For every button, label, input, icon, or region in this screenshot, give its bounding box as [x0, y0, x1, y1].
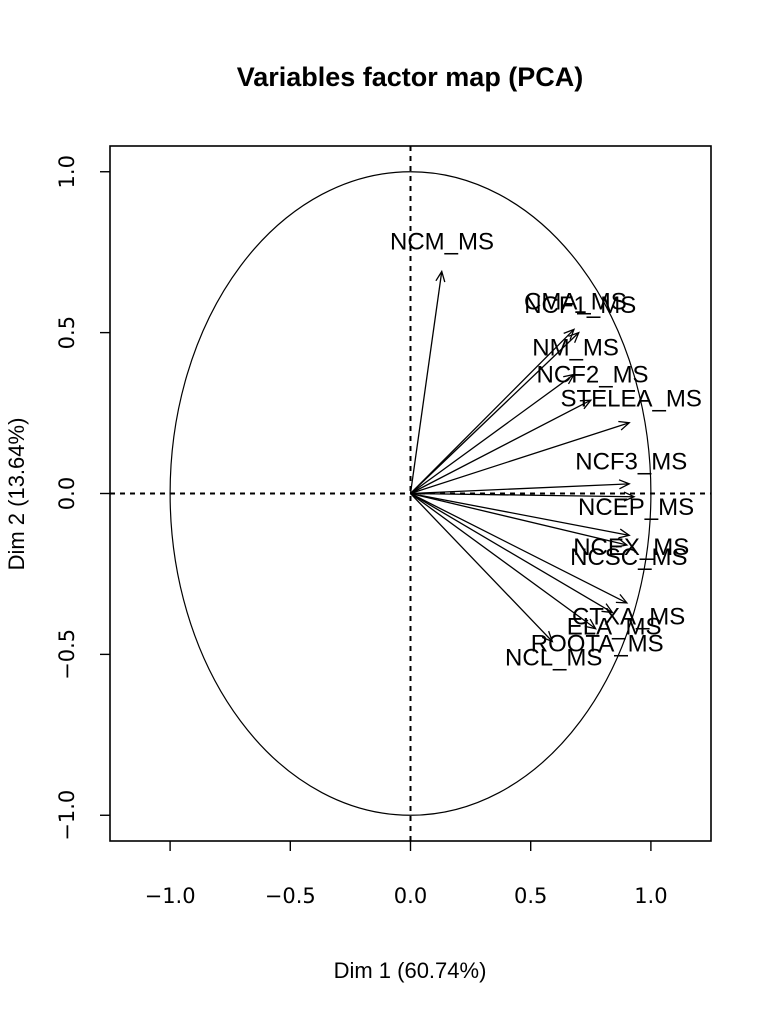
variable-arrow	[410, 492, 628, 546]
x-tick-label: 0.5	[514, 884, 547, 908]
variable-arrowhead	[618, 528, 631, 539]
y-tick-label: 1.0	[55, 155, 79, 188]
variable-label: NCM_MS	[390, 229, 494, 256]
variable-arrow	[410, 492, 630, 536]
variable-arrowhead	[563, 328, 576, 340]
variable-label: CMA_MS	[524, 289, 627, 316]
variable-label: NCF2_MS	[537, 362, 649, 389]
variable-arrow	[410, 399, 592, 495]
x-tick-label: 0.0	[394, 884, 427, 908]
variable-arrow	[410, 492, 628, 604]
variable-label: NCL_MS	[505, 644, 602, 671]
variable-arrowhead	[563, 373, 576, 385]
variable-arrowhead	[618, 420, 631, 431]
variable-arrowhead	[568, 331, 580, 344]
variable-arrow	[410, 328, 575, 494]
variable-label: NM_MS	[532, 335, 619, 362]
y-tick-label: 0.0	[55, 477, 79, 510]
variable-arrow	[410, 422, 630, 495]
x-axis-label: Dim 1 (60.74%)	[334, 958, 487, 983]
variable-arrowhead	[623, 491, 636, 502]
variable-arrowhead	[618, 479, 631, 490]
variable-arrow	[410, 492, 635, 498]
variable-arrow	[410, 493, 553, 642]
variable-label: CTXA_MS	[572, 604, 685, 631]
x-tick-label: 1.0	[634, 884, 667, 908]
x-tick-label: −1.0	[145, 884, 196, 908]
variable-arrow	[410, 483, 630, 495]
variable-arrow	[409, 271, 443, 494]
variable-arrow	[410, 332, 580, 494]
variable-arrowhead	[584, 618, 597, 630]
variable-label: ELA_MS	[567, 614, 662, 641]
chart-title: Variables factor map (PCA)	[237, 62, 584, 92]
variable-label: NCSC_MS	[570, 544, 687, 571]
variable-arrow	[410, 373, 575, 495]
y-tick-label: −0.5	[55, 629, 79, 680]
variable-label: NCF1_MS	[524, 292, 636, 319]
variable-arrowhead	[541, 630, 554, 643]
variable-arrowhead	[615, 593, 629, 604]
variable-arrowhead	[579, 399, 593, 410]
variable-label: NCEP_MS	[578, 494, 694, 521]
x-tick-label: −0.5	[265, 884, 316, 908]
variable-arrowhead	[615, 537, 629, 548]
variable-label: ROOTA_MS	[531, 630, 664, 657]
variable-label: STELEA_MS	[560, 385, 701, 412]
variable-arrow	[410, 492, 596, 630]
variable-label: NCEX_MS	[573, 534, 689, 561]
axis-ticks-layer: −1.0 −0.5 0.0 0.5 1.0 −1.0 −0.5 0.0 0.5 1.0	[55, 155, 668, 908]
y-tick-label: −1.0	[55, 790, 79, 841]
variable-arrowhead	[435, 269, 446, 283]
variable-label: NCF3_MS	[575, 448, 687, 475]
variable-arrow	[410, 492, 613, 614]
y-tick-label: 0.5	[55, 316, 79, 349]
variable-arrowhead	[601, 603, 614, 614]
y-axis-label: Dim 2 (13.64%)	[4, 418, 29, 571]
